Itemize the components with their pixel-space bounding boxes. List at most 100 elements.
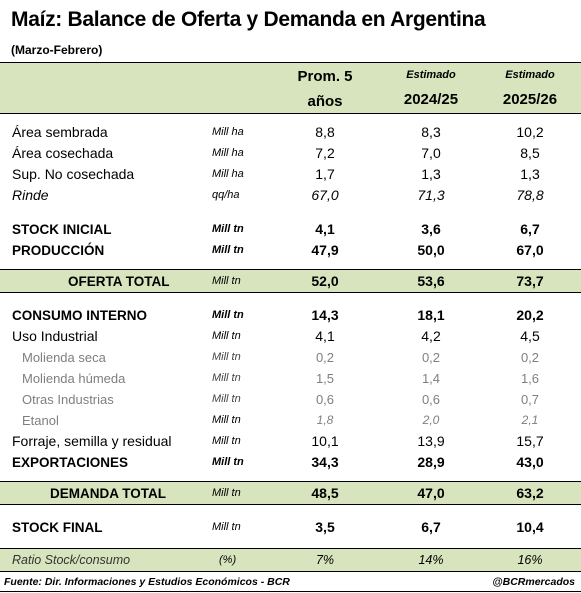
row-label: Forraje, semilla y residual [12, 433, 172, 449]
row-label: Molienda húmeda [22, 371, 126, 386]
value-2425: 3,6 [421, 221, 441, 237]
page-title: Maíz: Balance de Oferta y Demanda en Arg… [11, 8, 486, 31]
oferta-total-rule-bottom [0, 292, 581, 293]
value-2425: 8,3 [421, 124, 441, 140]
value-2526: 6,7 [520, 221, 540, 237]
value-avg: 52,0 [311, 273, 339, 289]
row-unit: Mill tn [212, 456, 244, 468]
value-avg: 8,8 [315, 124, 335, 140]
row-label: Etanol [22, 413, 59, 428]
table-row-total: OFERTA TOTAL Mill tn 52,0 53,6 73,7 [0, 271, 581, 292]
oferta-total-band [0, 270, 581, 292]
row-label: Sup. No cosechada [12, 166, 135, 182]
row-label: Otras Industrias [22, 392, 114, 407]
header-top-rule [0, 62, 581, 63]
value-2526: 2,1 [521, 413, 539, 427]
row-unit: qq/ha [212, 189, 240, 201]
value-2526: 10,2 [516, 124, 544, 140]
table-row-subitem: Molienda húmeda Mill tn 1,5 1,4 1,6 [0, 368, 581, 389]
value-avg: 47,9 [311, 242, 339, 258]
header-bottom-rule [0, 113, 581, 114]
col-2526-year: 2025/26 [502, 91, 558, 108]
table-row: STOCK FINAL Mill tn 3,5 6,7 10,4 [0, 517, 581, 538]
row-unit: Mill ha [212, 126, 244, 138]
table-row: Área sembrada Mill ha 8,8 8,3 10,2 [0, 122, 581, 143]
page-subtitle: (Marzo-Febrero) [11, 43, 103, 57]
value-2425: 0,2 [421, 350, 441, 365]
table-row-ratio: Ratio Stock/consumo (%) 7% 14% 16% [0, 550, 581, 571]
value-avg: 67,0 [311, 187, 339, 203]
value-2526: 0,2 [520, 350, 540, 365]
value-2425: 4,2 [421, 328, 441, 344]
value-2526: 20,2 [516, 307, 544, 323]
row-label: Área sembrada [12, 124, 108, 140]
table-row-subitem: Etanol Mill tn 1,8 2,0 2,1 [0, 410, 581, 431]
value-avg: 1,7 [315, 166, 335, 182]
row-label: CONSUMO INTERNO [12, 308, 147, 323]
value-2425: 28,9 [417, 454, 445, 470]
demanda-total-rule-bottom [0, 504, 581, 505]
row-label: Rinde [12, 187, 49, 203]
value-avg: 0,6 [315, 392, 335, 407]
social-handle: @BCRmercados [492, 576, 575, 588]
value-2526: 15,7 [516, 433, 544, 449]
ratio-band [0, 549, 581, 571]
table-row: STOCK INICIAL Mill tn 4,1 3,6 6,7 [0, 219, 581, 240]
row-label: Área cosechada [12, 145, 114, 161]
value-avg: 1,5 [315, 371, 335, 386]
value-2526: 43,0 [516, 454, 544, 470]
col-avg-header-line1: Prom. 5 [297, 68, 353, 85]
value-2526: 10,4 [516, 519, 544, 535]
value-avg: 0,2 [315, 350, 335, 365]
value-2425: 13,9 [417, 433, 445, 449]
value-2526: 1,6 [520, 371, 540, 386]
value-2425: 2,0 [422, 413, 440, 427]
value-avg: 48,5 [311, 485, 339, 501]
value-2526: 73,7 [516, 273, 544, 289]
value-2425: 53,6 [417, 273, 445, 289]
table-row: PRODUCCIÓN Mill tn 47,9 50,0 67,0 [0, 240, 581, 261]
value-avg: 7% [315, 553, 335, 567]
row-unit: Mill tn [212, 414, 241, 426]
value-avg: 3,5 [315, 519, 335, 535]
value-2526: 67,0 [516, 242, 544, 258]
row-unit: Mill tn [212, 223, 244, 235]
row-unit: Mill ha [212, 147, 244, 159]
value-2425: 0,6 [421, 392, 441, 407]
row-unit: Mill tn [212, 393, 241, 405]
row-label: EXPORTACIONES [12, 455, 129, 470]
row-unit: Mill tn [212, 275, 241, 287]
row-label: Molienda seca [22, 350, 106, 365]
value-avg: 4,1 [315, 328, 335, 344]
value-2425: 14% [418, 553, 444, 567]
table-row: EXPORTACIONES Mill tn 34,3 28,9 43,0 [0, 452, 581, 473]
demanda-total-rule-top [0, 481, 581, 482]
value-avg: 10,1 [311, 433, 339, 449]
value-2526: 4,5 [520, 328, 540, 344]
value-2526: 16% [517, 553, 543, 567]
row-unit: Mill tn [212, 372, 241, 384]
col-2425-year: 2024/25 [403, 91, 459, 108]
row-label: OFERTA TOTAL [68, 274, 170, 289]
row-unit: Mill tn [212, 309, 244, 321]
table-row-subitem: Otras Industrias Mill tn 0,6 0,6 0,7 [0, 389, 581, 410]
value-2526: 1,3 [520, 166, 540, 182]
demanda-total-band [0, 482, 581, 504]
table-row: Uso Industrial Mill tn 4,1 4,2 4,5 [0, 326, 581, 347]
value-2526: 8,5 [520, 145, 540, 161]
value-avg: 14,3 [311, 307, 339, 323]
col-avg-header-line2: años [307, 93, 343, 110]
row-label: STOCK FINAL [12, 520, 103, 535]
row-label: STOCK INICIAL [12, 222, 112, 237]
col-2526-estimated-label: Estimado [505, 69, 555, 81]
col-2425-estimated-label: Estimado [406, 69, 456, 81]
row-unit: Mill tn [212, 330, 241, 342]
value-avg: 7,2 [315, 145, 335, 161]
row-unit: Mill tn [212, 521, 241, 533]
value-2425: 50,0 [417, 242, 445, 258]
table-row: Área cosechada Mill ha 7,2 7,0 8,5 [0, 143, 581, 164]
row-unit: Mill tn [212, 351, 241, 363]
row-unit: (%) [219, 554, 237, 566]
value-avg: 4,1 [315, 221, 335, 237]
